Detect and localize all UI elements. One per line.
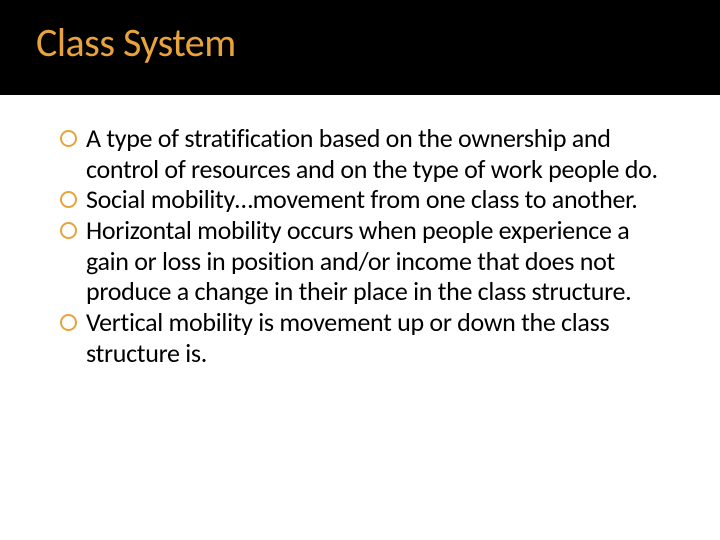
title-bar: Class System <box>0 0 720 95</box>
bullet-item: A type of stratification based on the ow… <box>60 123 672 184</box>
slide-title: Class System <box>36 18 720 67</box>
bullet-list: A type of stratification based on the ow… <box>60 123 672 368</box>
bullet-item: Social mobility…movement from one class … <box>60 184 672 215</box>
slide: Class System A type of stratification ba… <box>0 0 720 540</box>
bullet-item: Horizontal mobility occurs when people e… <box>60 215 672 307</box>
bullet-text: Horizontal mobility occurs when people e… <box>86 214 631 307</box>
bullet-text: Social mobility…movement from one class … <box>86 183 638 215</box>
bullet-text: Vertical mobility is movement up or down… <box>86 306 609 369</box>
slide-body: A type of stratification based on the ow… <box>0 95 720 540</box>
bullet-item: Vertical mobility is movement up or down… <box>60 307 672 368</box>
bullet-text: A type of stratification based on the ow… <box>86 122 658 185</box>
